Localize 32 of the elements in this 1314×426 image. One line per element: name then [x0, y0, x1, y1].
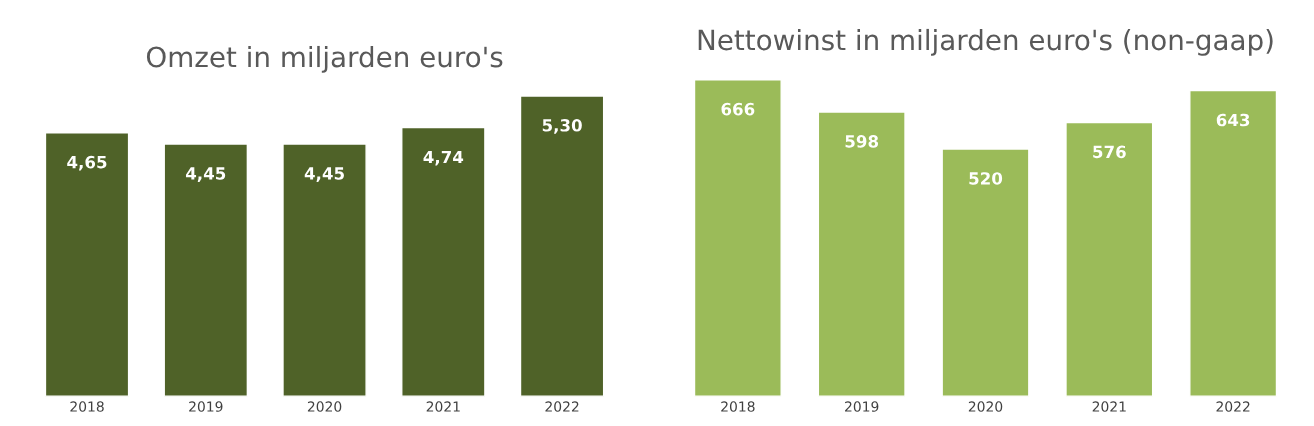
- bar: [817, 111, 906, 397]
- bar: [519, 95, 605, 397]
- data-label: 4,45: [185, 167, 226, 182]
- chart-title: Omzet in miljarden euro's: [146, 45, 503, 73]
- x-tick-label: 2020: [968, 401, 1003, 412]
- bar: [1065, 121, 1154, 397]
- x-tick-label: 2019: [845, 401, 879, 412]
- data-label: 4,65: [67, 155, 107, 171]
- x-tick-label: 2018: [70, 401, 104, 412]
- bar: [282, 143, 367, 397]
- data-label: 5,30: [542, 119, 582, 134]
- x-tick-label: 2022: [1216, 401, 1250, 412]
- bar: [163, 143, 249, 397]
- data-label: 520: [969, 172, 1003, 185]
- data-label: 576: [1093, 145, 1126, 159]
- x-tick-label: 2021: [426, 401, 460, 412]
- x-tick-label: 2020: [307, 401, 342, 412]
- data-label: 4,45: [304, 167, 344, 182]
- bar: [1189, 89, 1278, 397]
- data-label: 666: [721, 102, 755, 116]
- bar: [693, 79, 782, 397]
- x-tick-label: 2018: [721, 401, 755, 412]
- bar: [44, 132, 130, 397]
- data-label: 643: [1216, 113, 1250, 127]
- data-label: 598: [845, 135, 879, 148]
- chart-title: Nettowinst in miljarden euro's (non-gaap): [698, 28, 1273, 56]
- bar: [941, 148, 1030, 397]
- x-tick-label: 2022: [545, 401, 579, 412]
- data-label: 4,74: [423, 150, 464, 166]
- x-tick-label: 2021: [1092, 401, 1126, 412]
- x-tick-label: 2019: [189, 401, 223, 412]
- bar: [401, 126, 486, 397]
